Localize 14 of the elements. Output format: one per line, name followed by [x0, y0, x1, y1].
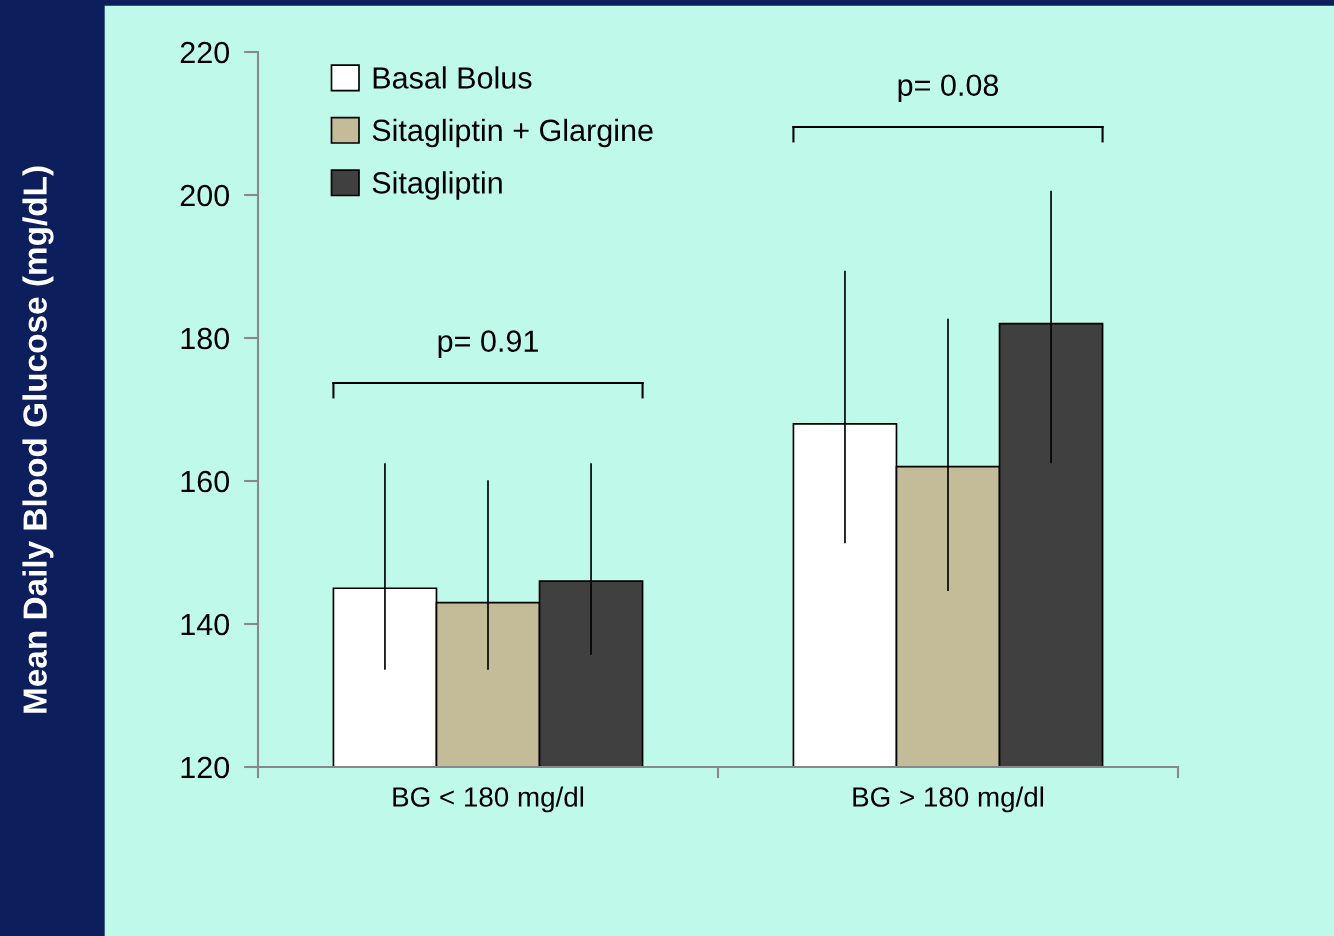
- y-tick-label: 120: [181, 756, 230, 779]
- x-tick-label: BG > 180 mg/dl: [853, 786, 1044, 813]
- legend-label: Sitagliptin: [372, 171, 502, 200]
- y-tick-label: 200: [180, 184, 230, 207]
- annotation: p= 0.08: [898, 74, 999, 103]
- x-tick-label: BG < 180 mg/dl: [393, 786, 584, 813]
- y-tick-label: 140: [181, 613, 230, 636]
- y-axis-title: Mean Daily Blood Glucose (mg/dL): [22, 166, 54, 713]
- y-tick-label: 160: [181, 470, 230, 493]
- legend-label: Sitagliptin + Glargine: [372, 118, 653, 148]
- y-tick-label: 180: [181, 327, 230, 350]
- legend-label: Basal Bolus: [373, 66, 532, 89]
- annotation: p= 0.91: [438, 330, 538, 359]
- y-tick-label: 220: [180, 41, 230, 64]
